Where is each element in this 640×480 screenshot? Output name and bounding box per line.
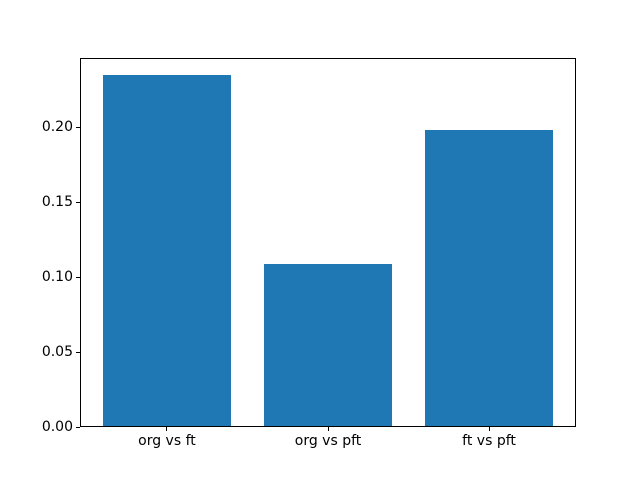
y-tick-label: 0.15 bbox=[41, 193, 73, 210]
x-tick-label: ft vs pft bbox=[462, 433, 516, 449]
x-tick-mark bbox=[166, 427, 168, 431]
x-tick-label: org vs pft bbox=[294, 433, 362, 449]
y-tick-mark bbox=[76, 127, 80, 129]
plot-area bbox=[80, 58, 576, 427]
y-tick-mark bbox=[76, 201, 80, 203]
y-tick-mark bbox=[76, 426, 80, 428]
x-tick-mark bbox=[327, 427, 329, 431]
y-tick-label: 0.20 bbox=[41, 119, 73, 136]
y-tick-label: 0.10 bbox=[41, 268, 73, 285]
bar-org-vs-pft bbox=[263, 263, 393, 426]
x-tick-mark bbox=[488, 427, 490, 431]
bar-ft-vs-pft bbox=[424, 129, 554, 426]
y-tick-label: 0.05 bbox=[41, 343, 73, 360]
y-tick-label: 0.00 bbox=[41, 418, 73, 435]
y-tick-mark bbox=[76, 276, 80, 278]
x-tick-label: org vs ft bbox=[138, 433, 196, 449]
bar-org-vs-ft bbox=[102, 74, 232, 426]
y-tick-mark bbox=[76, 351, 80, 353]
